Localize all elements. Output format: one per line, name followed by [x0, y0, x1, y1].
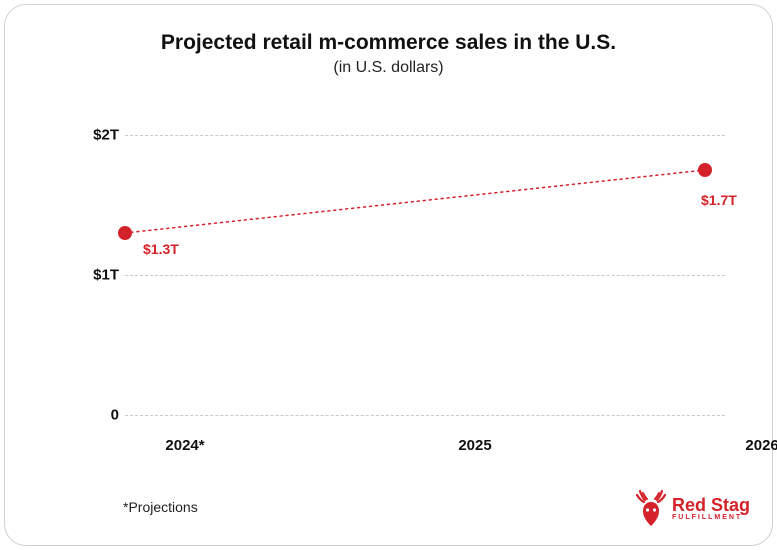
y-tick-label: $1T: [65, 267, 119, 284]
gridline: [125, 275, 725, 276]
logo-sub: FULFILLMENT: [672, 514, 750, 521]
brand-logo: Red Stag FULFILLMENT: [634, 489, 750, 527]
chart-subtitle: (in U.S. dollars): [5, 55, 772, 77]
y-tick-label: $2T: [65, 127, 119, 144]
gridline: [125, 135, 725, 136]
x-tick-label: 2026*: [745, 437, 777, 454]
x-tick-label: 2024*: [165, 437, 204, 454]
data-point: [118, 226, 132, 240]
x-labels: 2024*20252026*: [125, 437, 725, 457]
gridline: [125, 415, 725, 416]
data-point: [698, 163, 712, 177]
x-tick-label: 2025: [458, 437, 491, 454]
data-point-label: $1.3T: [143, 241, 179, 257]
chart-title: Projected retail m-commerce sales in the…: [5, 5, 772, 55]
chart-area: 0$1T$2T2024*20252026*$1.3T$1.7T: [65, 135, 725, 415]
footnote: *Projections: [123, 499, 198, 515]
logo-text: Red Stag FULFILLMENT: [672, 496, 750, 521]
series-line: [125, 170, 705, 233]
logo-main: Red Stag: [672, 496, 750, 514]
stag-icon: [634, 489, 668, 527]
data-point-label: $1.7T: [701, 192, 737, 208]
chart-card: Projected retail m-commerce sales in the…: [4, 4, 773, 546]
y-tick-label: 0: [65, 407, 119, 424]
